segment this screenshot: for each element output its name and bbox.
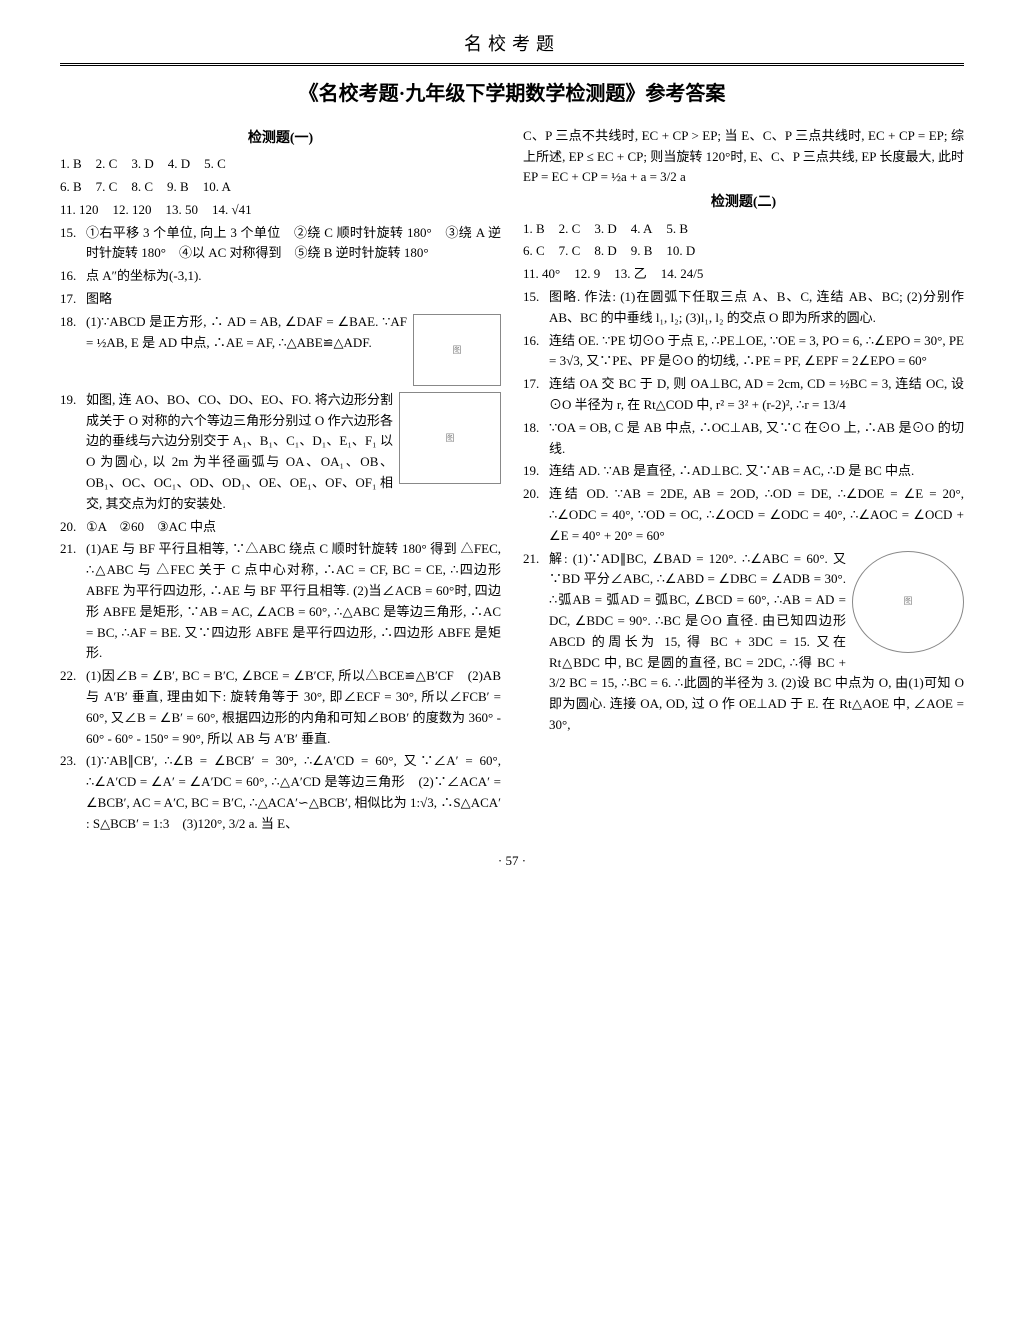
solution-item: 21.(1)AE 与 BF 平行且相等, ∵△ABC 绕点 C 顺时针旋转 18… [60,539,501,664]
two-column-body: 检测题(一) 1. B 2. C 3. D 4. D 5. C 6. B 7. C 8. C 9… [60,124,964,837]
test-1-solutions: 15.①右平移 3 个单位, 向上 3 个单位 ②绕 C 顺时针旋转 180° … [60,223,501,835]
answer-cell: 9. B [167,177,189,198]
answer-row: 11. 40° 12. 9 13. 乙 14. 24/5 [523,264,964,285]
answer-cell: 2. C [559,219,581,240]
item-text: 图如图, 连 AO、BO、CO、DO、EO、FO. 将六边形分割成关于 O 对称… [86,390,501,515]
item-text: ①右平移 3 个单位, 向上 3 个单位 ②绕 C 顺时针旋转 180° ③绕 … [86,223,501,265]
answer-cell: 5. B [666,219,688,240]
answer-cell: 2. C [96,154,118,175]
solution-item: 17.图略 [60,289,501,310]
item-number: 23. [60,751,86,834]
test-1-heading: 检测题(一) [60,128,501,150]
solution-item: 18.∵OA = OB, C 是 AB 中点, ∴OC⊥AB, 又∵C 在⊙O … [523,418,964,460]
solution-item: 23.(1)∵AB∥CB′, ∴∠B = ∠BCB′ = 30°, ∴∠A′CD… [60,751,501,834]
answer-row: 6. B 7. C 8. C 9. B 10. A [60,177,501,198]
answer-cell: 6. B [60,177,82,198]
item-text: (1)∵AB∥CB′, ∴∠B = ∠BCB′ = 30°, ∴∠A′CD = … [86,751,501,834]
answer-cell: 14. √41 [212,200,252,221]
item-text: ∵OA = OB, C 是 AB 中点, ∴OC⊥AB, 又∵C 在⊙O 上, … [549,418,964,460]
answer-cell: 6. C [523,241,545,262]
solution-item: 16.点 A″的坐标为(-3,1). [60,266,501,287]
solution-item: 18.图(1)∵ABCD 是正方形, ∴ AD = AB, ∠DAF = ∠BA… [60,312,501,388]
answer-cell: 7. C [96,177,118,198]
answer-cell: 7. C [559,241,581,262]
solution-item: 15.①右平移 3 个单位, 向上 3 个单位 ②绕 C 顺时针旋转 180° … [60,223,501,265]
test-2-heading: 检测题(二) [523,192,964,214]
figure-placeholder: 图 [852,551,964,653]
item-number: 17. [60,289,86,310]
item-text: 连结 OA 交 BC 于 D, 则 OA⊥BC, AD = 2cm, CD = … [549,374,964,416]
answer-cell: 14. 24/5 [661,264,704,285]
solution-item: 21.图解: (1)∵AD∥BC, ∠BAD = 120°. ∴∠ABC = 6… [523,549,964,736]
item-number: 19. [523,461,549,482]
item-number: 15. [523,287,549,329]
item-number: 21. [523,549,549,736]
answer-cell: 3. D [594,219,616,240]
solution-item: 16.连结 OE. ∵PE 切⊙O 于点 E, ∴PE⊥OE, ∵OE = 3,… [523,331,964,373]
answer-row: 1. B 2. C 3. D 4. A 5. B [523,219,964,240]
answer-row: 11. 120 12. 120 13. 50 14. √41 [60,200,501,221]
left-column: 检测题(一) 1. B 2. C 3. D 4. D 5. C 6. B 7. C 8. C 9… [60,124,501,837]
running-head: 名校考题 [60,30,964,66]
answer-cell: 12. 120 [113,200,152,221]
item-number: 17. [523,374,549,416]
item-text: 连结 AD. ∵AB 是直径, ∴AD⊥BC. 又∵AB = AC, ∴D 是 … [549,461,964,482]
item-number: 16. [60,266,86,287]
page-title: 《名校考题·九年级下学期数学检测题》参考答案 [60,78,964,110]
answer-cell: 4. D [168,154,190,175]
item-text: (1)AE 与 BF 平行且相等, ∵△ABC 绕点 C 顺时针旋转 180° … [86,539,501,664]
item-number: 20. [60,517,86,538]
item-text: 图解: (1)∵AD∥BC, ∠BAD = 120°. ∴∠ABC = 60°.… [549,549,964,736]
answer-cell: 11. 120 [60,200,99,221]
item-number: 19. [60,390,86,515]
continuation-text: C、P 三点不共线时, EC + CP > EP; 当 E、C、P 三点共线时,… [523,126,964,188]
answer-cell: 13. 50 [166,200,199,221]
item-text: ①A ②60 ③AC 中点 [86,517,501,538]
right-column: C、P 三点不共线时, EC + CP > EP; 当 E、C、P 三点共线时,… [523,124,964,837]
item-text: 连结 OD. ∵AB = 2DE, AB = 2OD, ∴OD = DE, ∴∠… [549,484,964,546]
answer-cell: 8. D [594,241,616,262]
solution-item: 20.①A ②60 ③AC 中点 [60,517,501,538]
test-2-solutions: 15.图略. 作法: (1)在圆弧下任取三点 A、B、C, 连结 AB、BC; … [523,287,964,736]
answer-cell: 12. 9 [574,264,600,285]
answer-cell: 10. D [666,241,695,262]
item-text: 连结 OE. ∵PE 切⊙O 于点 E, ∴PE⊥OE, ∵OE = 3, PO… [549,331,964,373]
item-number: 18. [60,312,86,388]
answer-cell: 5. C [204,154,226,175]
answer-cell: 1. B [60,154,82,175]
answer-cell: 8. C [131,177,153,198]
page-number: · 57 · [60,851,964,872]
solution-item: 19.连结 AD. ∵AB 是直径, ∴AD⊥BC. 又∵AB = AC, ∴D… [523,461,964,482]
figure-placeholder: 图 [413,314,501,386]
item-text: (1)因∠B = ∠B′, BC = B′C, ∠BCE = ∠B′CF, 所以… [86,666,501,749]
solution-item: 17.连结 OA 交 BC 于 D, 则 OA⊥BC, AD = 2cm, CD… [523,374,964,416]
solution-item: 22.(1)因∠B = ∠B′, BC = B′C, ∠BCE = ∠B′CF,… [60,666,501,749]
answer-cell: 4. A [631,219,653,240]
item-number: 21. [60,539,86,664]
item-text: 图略 [86,289,501,310]
test-2-answers: 1. B 2. C 3. D 4. A 5. B 6. C 7. C 8. D 9. B 10. … [523,219,964,285]
item-text: 图(1)∵ABCD 是正方形, ∴ AD = AB, ∠DAF = ∠BAE. … [86,312,501,388]
answer-cell: 1. B [523,219,545,240]
item-number: 22. [60,666,86,749]
figure-placeholder: 图 [399,392,501,484]
test-1-answers: 1. B 2. C 3. D 4. D 5. C 6. B 7. C 8. C 9. B 10. … [60,154,501,220]
item-number: 20. [523,484,549,546]
solution-item: 19.图如图, 连 AO、BO、CO、DO、EO、FO. 将六边形分割成关于 O… [60,390,501,515]
item-text: 图略. 作法: (1)在圆弧下任取三点 A、B、C, 连结 AB、BC; (2)… [549,287,964,329]
solution-item: 15.图略. 作法: (1)在圆弧下任取三点 A、B、C, 连结 AB、BC; … [523,287,964,329]
item-number: 18. [523,418,549,460]
answer-cell: 13. 乙 [614,264,647,285]
item-text: 点 A″的坐标为(-3,1). [86,266,501,287]
answer-cell: 3. D [131,154,153,175]
item-number: 15. [60,223,86,265]
answer-row: 6. C 7. C 8. D 9. B 10. D [523,241,964,262]
answer-row: 1. B 2. C 3. D 4. D 5. C [60,154,501,175]
answer-cell: 10. A [203,177,231,198]
item-number: 16. [523,331,549,373]
solution-item: 20.连结 OD. ∵AB = 2DE, AB = 2OD, ∴OD = DE,… [523,484,964,546]
answer-cell: 11. 40° [523,264,560,285]
answer-cell: 9. B [631,241,653,262]
